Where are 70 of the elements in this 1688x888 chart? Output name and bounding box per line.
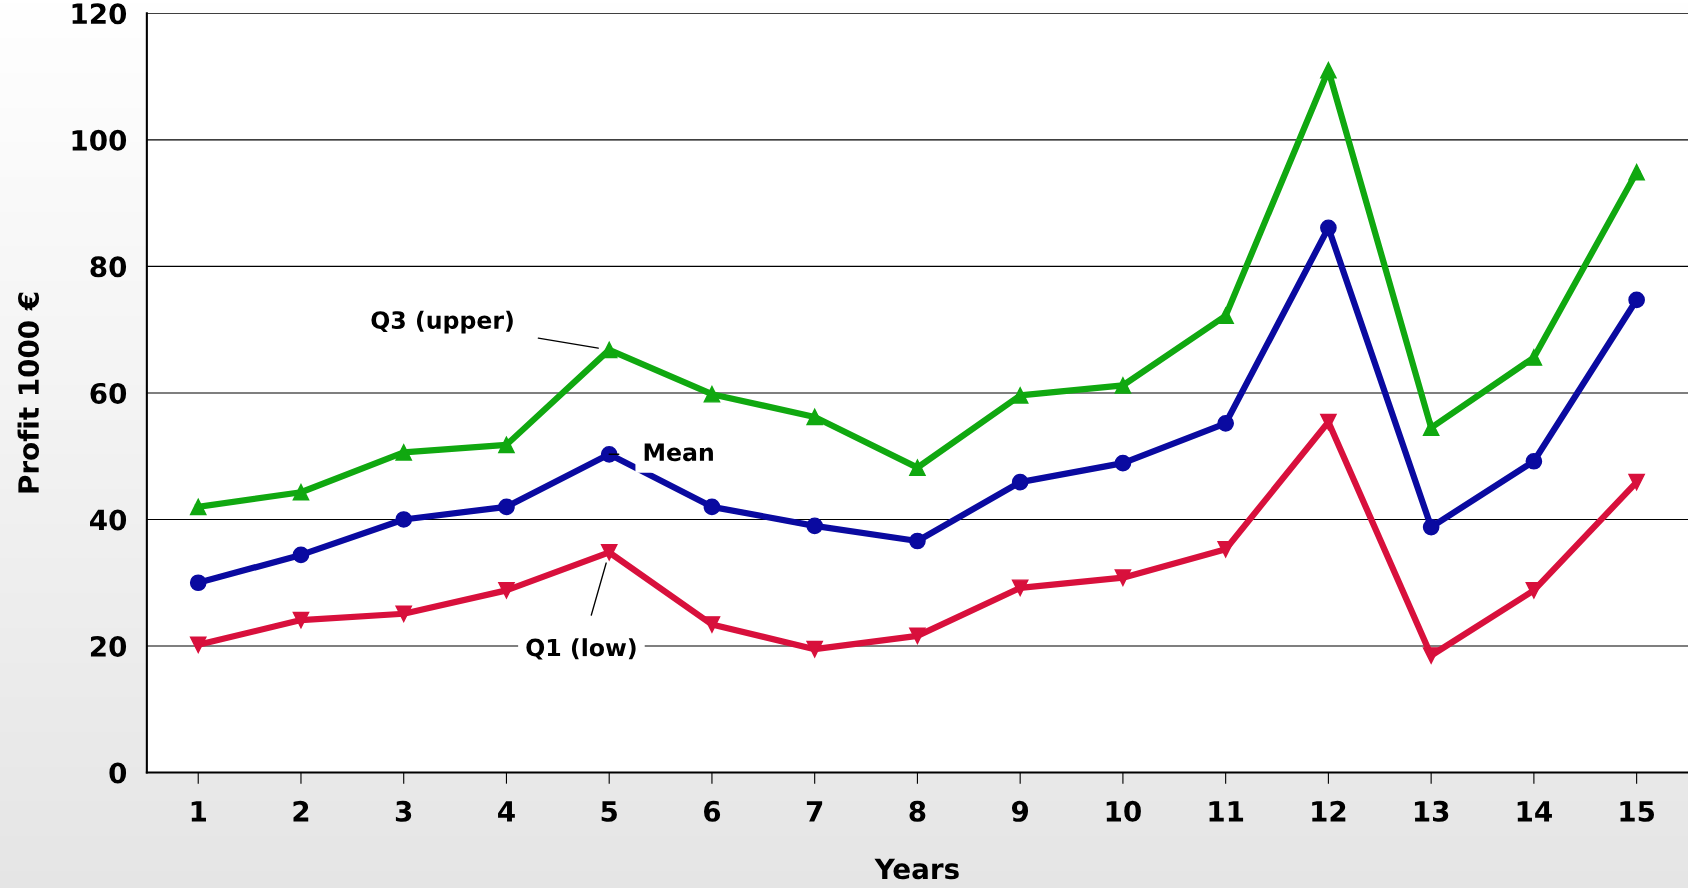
point (806, 517, 824, 535)
x-tick-label: 1 (191, 801, 206, 822)
x-tick-label: 8 (909, 800, 926, 822)
x-tick-label: 3 (395, 800, 412, 822)
point (600, 445, 618, 463)
point (1320, 219, 1337, 237)
point (1217, 414, 1234, 432)
x-tick-label: 7 (806, 801, 823, 822)
y-tick-label: 40 (90, 509, 127, 531)
point (1114, 454, 1132, 472)
point (1217, 307, 1234, 325)
point (189, 636, 207, 654)
point (1320, 413, 1337, 431)
point (1114, 569, 1132, 587)
point (1628, 163, 1645, 181)
point (395, 605, 413, 623)
x-axis-title: Years (874, 858, 959, 880)
y-tick-label: 0 (109, 762, 127, 784)
y-tick-label: 100 (72, 129, 127, 151)
y-axis-title: Profit 1000 € (17, 292, 40, 493)
point (1422, 647, 1440, 664)
point (292, 611, 310, 629)
x-tick-label: 15 (1620, 801, 1655, 822)
point (909, 532, 926, 550)
point (1217, 540, 1234, 558)
y-tick-label: 60 (90, 382, 127, 404)
point (1422, 518, 1440, 536)
x-tick-label: 6 (704, 800, 721, 822)
y-tick-label: 20 (90, 635, 127, 657)
x-tick-label: 14 (1517, 801, 1552, 822)
series-label: Q1 (low) (526, 638, 636, 660)
point (292, 546, 310, 564)
point (498, 498, 515, 516)
text: Q3 (upper) (371, 310, 513, 334)
point (1422, 419, 1440, 437)
y-tick-label: 120 (72, 3, 127, 25)
point (600, 544, 618, 561)
point (1011, 579, 1029, 597)
point (703, 385, 721, 403)
point (189, 574, 207, 592)
x-tick-label: 13 (1414, 800, 1449, 822)
point (703, 498, 721, 516)
x-tick-label: 10 (1106, 800, 1141, 822)
point (806, 408, 824, 426)
series-label: Mean (644, 443, 713, 462)
point (395, 511, 413, 528)
point (395, 444, 413, 461)
point (806, 640, 824, 658)
x-tick-label: 9 (1011, 800, 1029, 822)
point (498, 436, 515, 454)
point (1628, 473, 1645, 491)
point (1320, 61, 1337, 79)
y-tick-label: 80 (90, 256, 127, 278)
point (1628, 291, 1645, 309)
point (1011, 473, 1029, 491)
point (498, 582, 515, 599)
point (1525, 349, 1543, 366)
point (703, 616, 721, 633)
point (1525, 452, 1543, 470)
point (1114, 377, 1132, 394)
x-tick-label: 5 (601, 801, 617, 822)
point (909, 459, 926, 476)
point (292, 483, 310, 501)
point (189, 498, 207, 516)
x-tick-label: 2 (293, 800, 309, 822)
point (1011, 387, 1029, 404)
point (909, 627, 926, 645)
x-tick-label: 12 (1312, 800, 1346, 822)
x-tick-label: 11 (1209, 801, 1244, 822)
x-tick-label: 4 (498, 801, 515, 822)
